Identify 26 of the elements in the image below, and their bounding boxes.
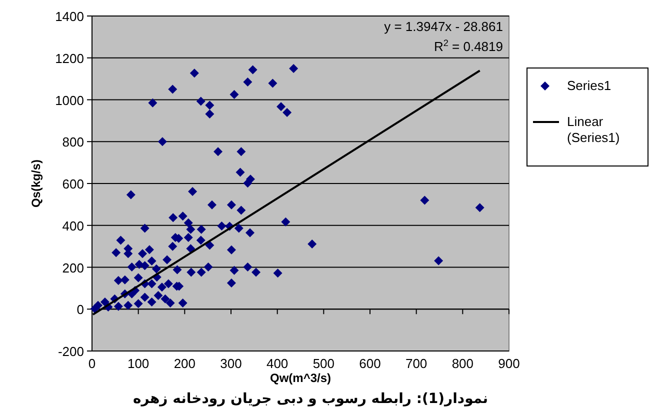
annotation: y = 1.3947x - 28.861 — [384, 19, 503, 34]
legend-label: Linear (Series1) — [567, 114, 620, 145]
y-tick-label: 400 — [62, 218, 84, 234]
x-tick-label: 400 — [266, 356, 288, 371]
y-tick-label: -200 — [58, 344, 84, 359]
y-tick-label: 600 — [62, 176, 84, 192]
x-tick-label: 600 — [359, 356, 381, 371]
x-tick-label: 100 — [127, 356, 150, 371]
x-tick-label: 300 — [220, 356, 242, 371]
y-tick-label: 1200 — [55, 50, 84, 66]
annotation: R$^{2}$ = 0.4819 — [434, 38, 503, 54]
y-tick-label: 800 — [62, 134, 84, 150]
y-tick-label: 200 — [62, 260, 84, 276]
y-tick-label: 0 — [76, 302, 84, 318]
y-axis-title: Qs(kg/s) — [29, 159, 43, 208]
x-axis-title: Qw(m^3/s) — [270, 371, 332, 385]
legend-label: Series1 — [567, 78, 612, 93]
y-tick-label: 1400 — [55, 9, 84, 24]
x-tick-label: 700 — [405, 356, 428, 371]
text: نمودار(1): رابطه رسوب و دبی جریان رودخانه زهره — [132, 391, 488, 407]
y-tick-label: 1000 — [55, 92, 84, 108]
x-tick-label: 800 — [452, 356, 474, 371]
x-tick-label: 500 — [312, 356, 335, 371]
x-tick-label: 200 — [174, 356, 196, 371]
x-tick-label: 900 — [498, 356, 520, 371]
x-tick-label: 0 — [88, 356, 96, 371]
